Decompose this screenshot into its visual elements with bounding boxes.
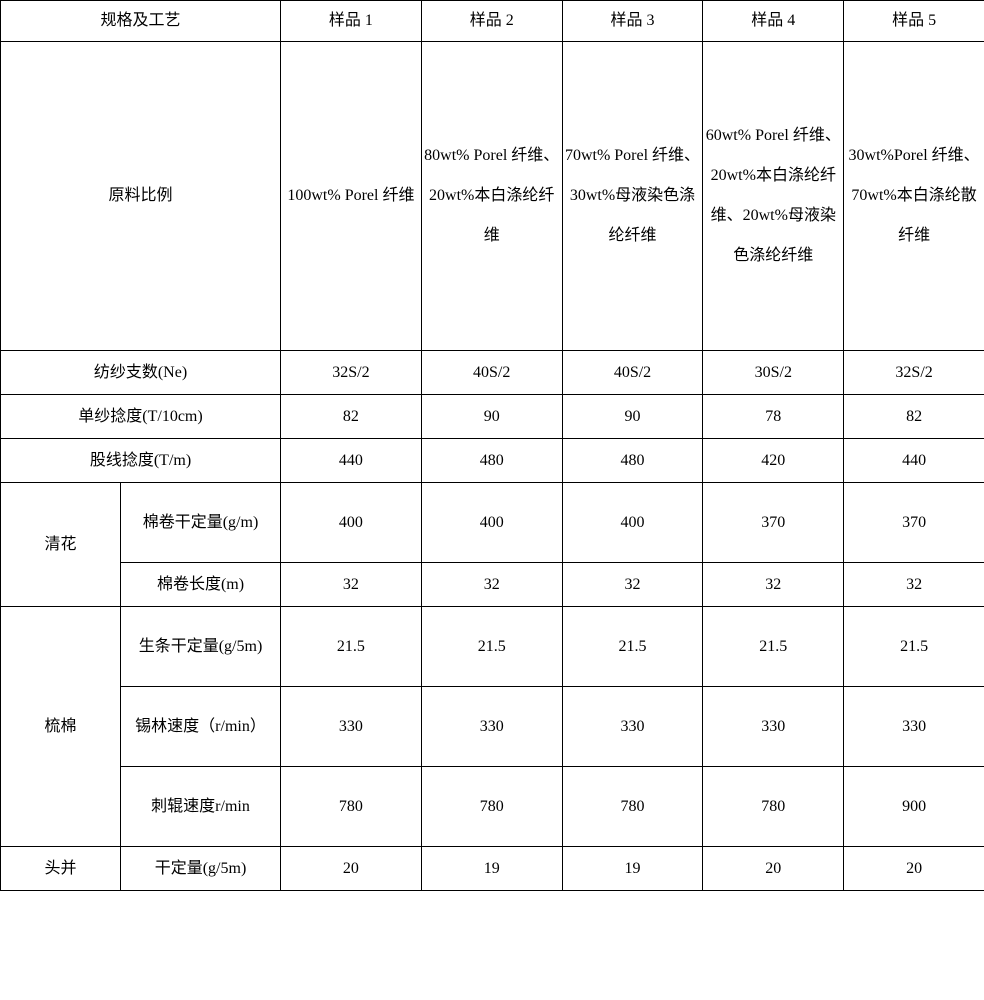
- yarn-count-v1: 32S/2: [281, 351, 422, 395]
- qinghua-r2-v5: 32: [844, 563, 984, 607]
- single-twist-v2: 90: [421, 395, 562, 439]
- row-material: 原料比例 100wt% Porel 纤维 80wt% Porel 纤维、20wt…: [1, 42, 984, 351]
- shumian-r1-v2: 21.5: [421, 607, 562, 687]
- shumian-r1-label: 生条干定量(g/5m): [121, 607, 281, 687]
- shumian-r3-v4: 780: [703, 767, 844, 847]
- ply-twist-v1: 440: [281, 439, 422, 483]
- shumian-r3-label: 刺辊速度r/min: [121, 767, 281, 847]
- material-v2: 80wt% Porel 纤维、20wt%本白涤纶纤维: [421, 42, 562, 351]
- header-spec: 规格及工艺: [1, 1, 281, 42]
- material-v4: 60wt% Porel 纤维、20wt%本白涤纶纤维、20wt%母液染色涤纶纤维: [703, 42, 844, 351]
- ply-twist-v5: 440: [844, 439, 984, 483]
- ply-twist-label: 股线捻度(T/m): [1, 439, 281, 483]
- ply-twist-v4: 420: [703, 439, 844, 483]
- qinghua-group: 清花: [1, 483, 121, 607]
- spec-table: 规格及工艺 样品 1 样品 2 样品 3 样品 4 样品 5 原料比例 100w…: [0, 0, 984, 891]
- toubing-r1-v1: 20: [281, 847, 422, 891]
- ply-twist-v3: 480: [562, 439, 703, 483]
- qinghua-r1-label: 棉卷干定量(g/m): [121, 483, 281, 563]
- table-header-row: 规格及工艺 样品 1 样品 2 样品 3 样品 4 样品 5: [1, 1, 984, 42]
- header-sample-1: 样品 1: [281, 1, 422, 42]
- qinghua-r1-v1: 400: [281, 483, 422, 563]
- shumian-r3-v3: 780: [562, 767, 703, 847]
- header-sample-5: 样品 5: [844, 1, 984, 42]
- shumian-r3-v5: 900: [844, 767, 984, 847]
- row-qinghua-1: 清花 棉卷干定量(g/m) 400 400 400 370 370: [1, 483, 984, 563]
- qinghua-r1-v5: 370: [844, 483, 984, 563]
- qinghua-r1-v3: 400: [562, 483, 703, 563]
- toubing-group: 头并: [1, 847, 121, 891]
- row-ply-twist: 股线捻度(T/m) 440 480 480 420 440: [1, 439, 984, 483]
- qinghua-r1-v4: 370: [703, 483, 844, 563]
- single-twist-v1: 82: [281, 395, 422, 439]
- qinghua-r1-v2: 400: [421, 483, 562, 563]
- row-yarn-count: 纺纱支数(Ne) 32S/2 40S/2 40S/2 30S/2 32S/2: [1, 351, 984, 395]
- row-shumian-1: 梳棉 生条干定量(g/5m) 21.5 21.5 21.5 21.5 21.5: [1, 607, 984, 687]
- shumian-r1-v3: 21.5: [562, 607, 703, 687]
- qinghua-r2-v2: 32: [421, 563, 562, 607]
- shumian-r2-v3: 330: [562, 687, 703, 767]
- toubing-r1-v2: 19: [421, 847, 562, 891]
- single-twist-v4: 78: [703, 395, 844, 439]
- material-v5: 30wt%Porel 纤维、70wt%本白涤纶散纤维: [844, 42, 984, 351]
- shumian-r2-v2: 330: [421, 687, 562, 767]
- header-sample-3: 样品 3: [562, 1, 703, 42]
- single-twist-v5: 82: [844, 395, 984, 439]
- row-single-twist: 单纱捻度(T/10cm) 82 90 90 78 82: [1, 395, 984, 439]
- qinghua-r2-label: 棉卷长度(m): [121, 563, 281, 607]
- yarn-count-v4: 30S/2: [703, 351, 844, 395]
- toubing-r1-label: 干定量(g/5m): [121, 847, 281, 891]
- row-shumian-2: 锡林速度（r/min） 330 330 330 330 330: [1, 687, 984, 767]
- shumian-group: 梳棉: [1, 607, 121, 847]
- toubing-r1-v3: 19: [562, 847, 703, 891]
- material-v1: 100wt% Porel 纤维: [281, 42, 422, 351]
- shumian-r3-v1: 780: [281, 767, 422, 847]
- yarn-count-v2: 40S/2: [421, 351, 562, 395]
- material-label: 原料比例: [1, 42, 281, 351]
- row-toubing-1: 头并 干定量(g/5m) 20 19 19 20 20: [1, 847, 984, 891]
- material-v3: 70wt% Porel 纤维、30wt%母液染色涤纶纤维: [562, 42, 703, 351]
- qinghua-r2-v4: 32: [703, 563, 844, 607]
- ply-twist-v2: 480: [421, 439, 562, 483]
- toubing-r1-v5: 20: [844, 847, 984, 891]
- header-sample-2: 样品 2: [421, 1, 562, 42]
- yarn-count-v5: 32S/2: [844, 351, 984, 395]
- yarn-count-v3: 40S/2: [562, 351, 703, 395]
- header-sample-4: 样品 4: [703, 1, 844, 42]
- row-shumian-3: 刺辊速度r/min 780 780 780 780 900: [1, 767, 984, 847]
- shumian-r2-v1: 330: [281, 687, 422, 767]
- shumian-r1-v5: 21.5: [844, 607, 984, 687]
- toubing-r1-v4: 20: [703, 847, 844, 891]
- shumian-r1-v1: 21.5: [281, 607, 422, 687]
- yarn-count-label: 纺纱支数(Ne): [1, 351, 281, 395]
- shumian-r1-v4: 21.5: [703, 607, 844, 687]
- single-twist-v3: 90: [562, 395, 703, 439]
- shumian-r2-v4: 330: [703, 687, 844, 767]
- qinghua-r2-v3: 32: [562, 563, 703, 607]
- row-qinghua-2: 棉卷长度(m) 32 32 32 32 32: [1, 563, 984, 607]
- shumian-r3-v2: 780: [421, 767, 562, 847]
- single-twist-label: 单纱捻度(T/10cm): [1, 395, 281, 439]
- shumian-r2-label: 锡林速度（r/min）: [121, 687, 281, 767]
- qinghua-r2-v1: 32: [281, 563, 422, 607]
- shumian-r2-v5: 330: [844, 687, 984, 767]
